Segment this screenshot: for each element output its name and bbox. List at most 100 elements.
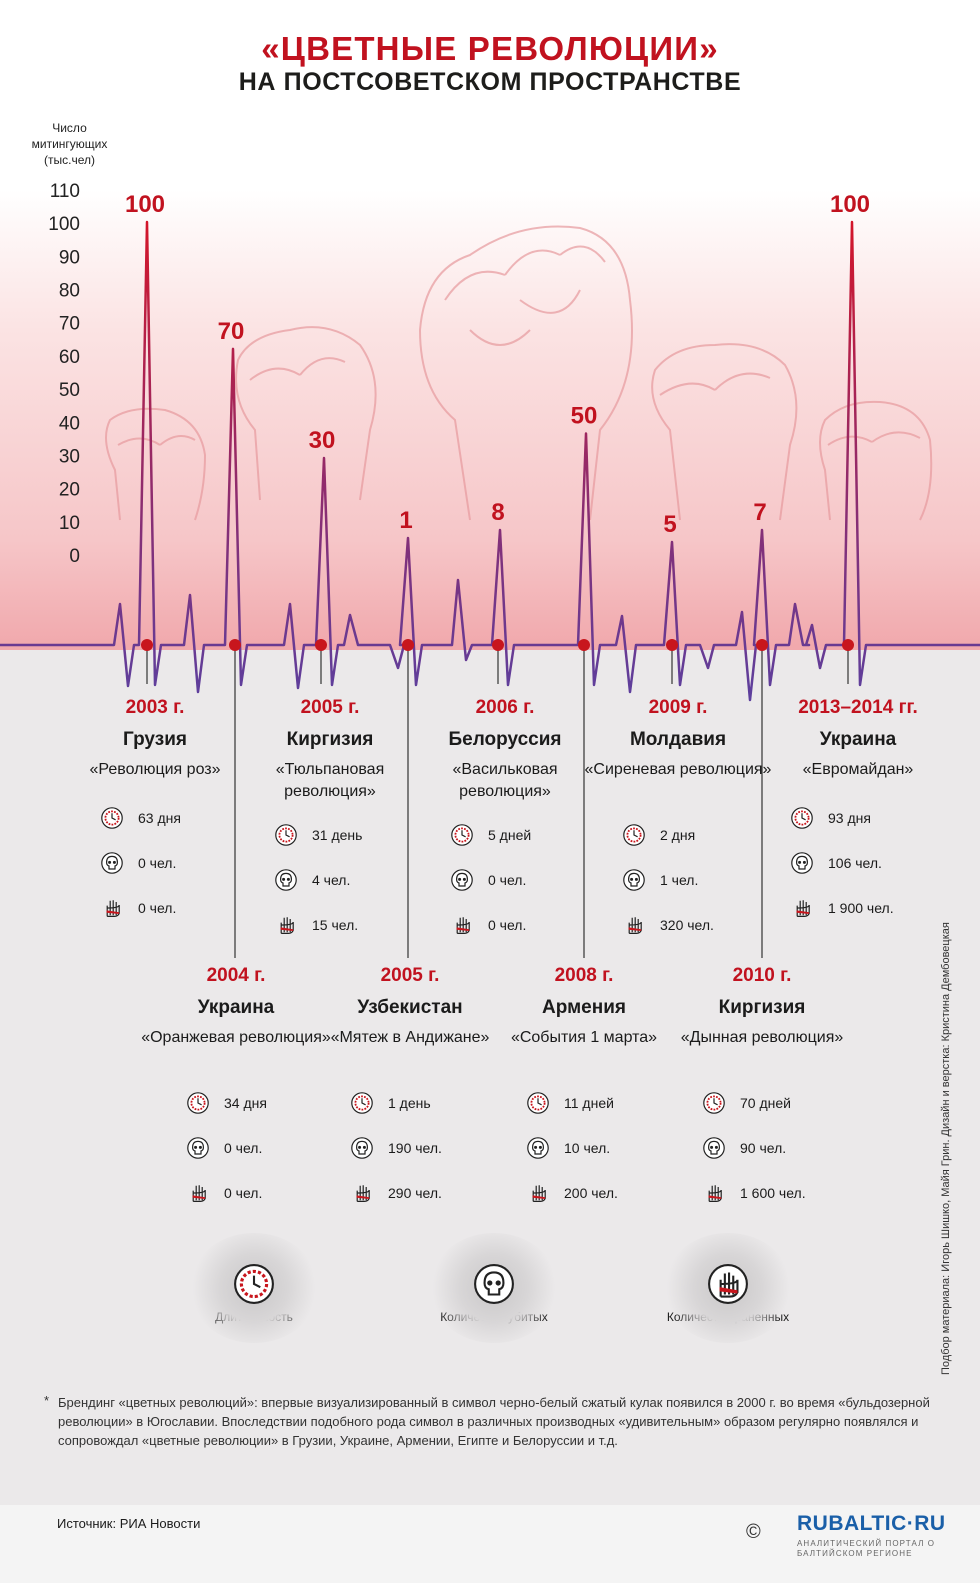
footnote-text: Брендинг «цветных революций»: впервые ви… [58,1395,930,1448]
event-block: 2013–2014 гг. Украина «Евромайдан» [758,697,958,781]
event-name: «Мятеж в Андижане» [330,1029,490,1046]
skull-icon [186,1136,210,1160]
stat-wounded-value: 15 чел. [312,916,359,933]
stat-wounded: 0 чел. [100,885,220,930]
stat-duration: 31 день [274,812,394,857]
stat-killed: 190 чел. [350,1125,470,1170]
stat-duration-value: 70 дней [740,1094,791,1111]
event-year: 2010 г. [732,965,792,986]
clock-icon [526,1091,550,1115]
series-line [0,220,980,702]
skull-icon [790,851,814,875]
y-tick-label: 60 [59,347,80,368]
bandaged-hand-icon [708,1264,748,1304]
clock-icon [450,823,474,847]
bandaged-hand-icon [790,896,814,920]
event-dot [492,639,504,651]
y-axis-label: Число митингующих (тыс.чел) [31,121,108,167]
event-stats: 11 дней 10 чел. 200 чел. [526,1080,646,1215]
peak-value-label: 7 [753,499,766,526]
stat-duration: 2 дня [622,812,742,857]
skull-icon [622,868,646,892]
event-year: 2005 г. [300,697,360,718]
legend-wounded: Количество раненных [648,1233,808,1343]
credits: Подбор материала: Игорь Шишко, Майя Грин… [940,922,952,1375]
stat-killed: 106 чел. [790,840,910,885]
stat-wounded-value: 200 чел. [564,1184,618,1201]
event-block: 2006 г. Белоруссия «Васильковая революция» [405,697,605,803]
bandaged-hand-icon [622,913,646,937]
event-block: 2008 г. Армения «События 1 марта» [484,965,684,1049]
stat-wounded: 0 чел. [450,902,570,947]
event-year: 2003 г. [125,697,185,718]
legend-duration: Длительность [174,1233,334,1343]
skull-icon [274,868,298,892]
event-name: «События 1 марта» [510,1029,658,1046]
event-block: 2005 г. Киргизия «Тюльпановая революция» [230,697,430,803]
peak-value-label: 5 [663,511,676,538]
bandaged-hand-icon [100,896,124,920]
peak-value-label: 100 [125,191,165,218]
clock-icon [350,1091,374,1115]
stat-wounded: 200 чел. [526,1170,646,1215]
event-year: 2006 г. [475,697,535,718]
stat-duration: 11 дней [526,1080,646,1125]
stat-killed: 0 чел. [186,1125,306,1170]
event-name: «Сиреневая революция» [584,761,772,778]
stat-killed: 90 чел. [702,1125,822,1170]
stat-wounded-value: 0 чел. [488,916,527,933]
stat-killed-value: 0 чел. [138,854,177,871]
event-country: Украина [197,997,275,1018]
stat-killed: 10 чел. [526,1125,646,1170]
page-title: «ЦВЕТНЫЕ РЕВОЛЮЦИИ» [261,30,719,67]
stat-wounded: 15 чел. [274,902,394,947]
event-year: 2009 г. [648,697,708,718]
event-name: «Революция роз» [89,761,221,778]
y-tick-label: 70 [59,314,80,335]
y-tick-label: 80 [59,281,80,302]
stat-wounded: 290 чел. [350,1170,470,1215]
stat-killed-value: 90 чел. [740,1139,787,1156]
y-tick-label: 50 [59,380,80,401]
stat-duration: 1 день [350,1080,470,1125]
event-name: «Васильковая революция» [452,761,558,800]
footer-background [0,1505,980,1583]
events-background [0,650,980,1505]
peak-value-label: 100 [830,191,870,218]
y-tick-label: 90 [59,247,80,268]
event-stats: 70 дней 90 чел. 1 600 чел. [702,1080,822,1215]
clock-icon [100,806,124,830]
stat-duration: 5 дней [450,812,570,857]
stat-killed-value: 190 чел. [388,1139,442,1156]
event-stats: 63 дня 0 чел. 0 чел. [100,795,220,930]
event-block: 2010 г. Киргизия «Дынная революция» [662,965,862,1049]
stat-duration: 34 дня [186,1080,306,1125]
event-dot [842,639,854,651]
stat-killed-value: 0 чел. [488,871,527,888]
event-stats: 2 дня 1 чел. 320 чел. [622,812,742,947]
stat-wounded-value: 1 600 чел. [740,1184,806,1201]
peak-value-label: 30 [309,427,336,454]
event-block: 2005 г. Узбекистан «Мятеж в Андижане» [310,965,510,1049]
footnote: * Брендинг «цветных революций»: впервые … [44,1393,944,1450]
stat-killed: 1 чел. [622,857,742,902]
stat-duration-value: 31 день [312,826,363,843]
y-tick-label: 40 [59,413,80,434]
source: Источник: РИА Новости [57,1516,201,1531]
event-stats: 93 дня 106 чел. 1 900 чел. [790,795,910,930]
stat-wounded: 320 чел. [622,902,742,947]
clock-icon [702,1091,726,1115]
skull-icon [526,1136,550,1160]
stat-killed-value: 10 чел. [564,1139,611,1156]
stat-killed: 0 чел. [100,840,220,885]
event-year: 2008 г. [554,965,614,986]
clock-icon [790,806,814,830]
peak-value-label: 1 [399,507,412,534]
y-tick-label: 0 [69,546,80,567]
brand-logo[interactable]: RUBALTIC·RU [797,1512,946,1535]
stat-killed-value: 1 чел. [660,871,699,888]
skull-icon [702,1136,726,1160]
stat-wounded-value: 0 чел. [138,899,177,916]
event-stats: 5 дней 0 чел. 0 чел. [450,812,570,947]
event-country: Грузия [123,729,187,750]
